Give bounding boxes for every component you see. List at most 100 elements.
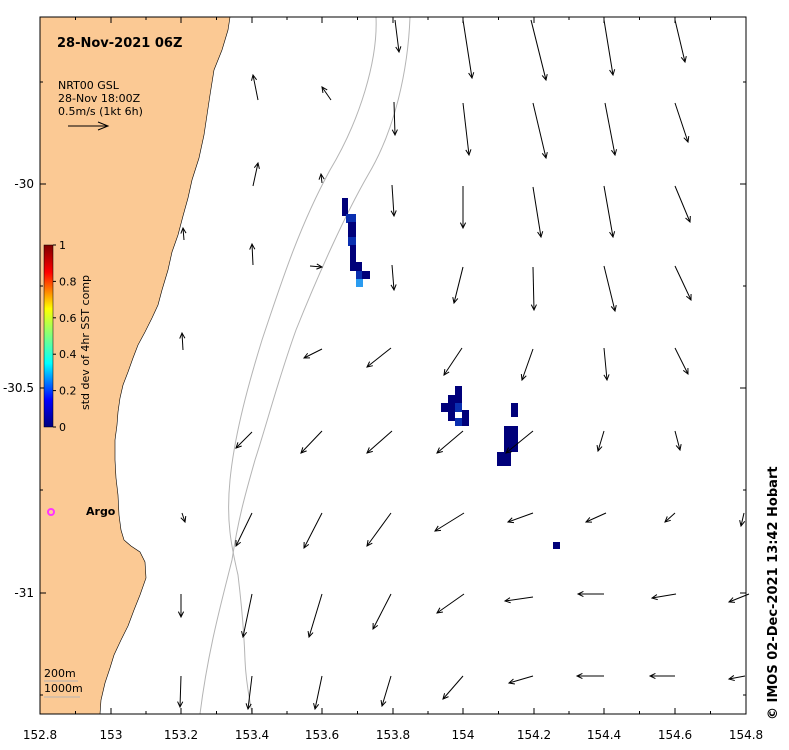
current-arrow [530,19,548,82]
current-arrow [603,265,617,313]
sst-pixels [342,198,560,549]
current-arrow [366,512,392,547]
x-tick-label: 153.8 [376,728,410,742]
map-title: 28-Nov-2021 06Z [57,36,182,51]
current-arrow [462,19,475,80]
current-arrow [674,430,682,452]
legend-line-1: NRT00 GSL [58,79,120,92]
current-arrow [462,102,472,157]
x-tick-label: 154.8 [729,728,763,742]
current-arrow [245,675,253,711]
current-arrow [664,512,676,523]
current-arrow [302,348,323,359]
current-arrow [452,266,464,305]
sst-pixel [448,412,455,421]
sst-pixel [348,237,356,246]
current-arrow [648,672,675,680]
current-arrow [318,172,325,184]
colorbar [43,244,54,428]
sst-pixel [348,230,356,239]
sst-pixel [455,418,462,426]
depth-label-1000m: 1000m [44,682,83,695]
current-arrow [366,430,393,454]
current-arrow [235,431,253,449]
contour-200m [228,16,377,715]
current-arrow [180,512,187,524]
x-tick-label: 154.4 [587,728,621,742]
current-arrow [436,593,465,614]
argo-label: Argo [86,505,116,518]
sst-pixel [342,207,348,216]
colorbar-tick-label: 0.2 [59,385,77,398]
colorbar-tick-label: 0.8 [59,275,77,288]
legend-line-3: 0.5m/s (1kt 6h) [58,105,143,118]
sst-pixel [511,403,518,417]
sst-pixel [350,245,356,254]
sst-pixel [348,222,356,231]
sst-pixel [448,395,462,404]
credit-text: © IMOS 02-Dec-2021 13:42 Hobart [766,466,781,720]
x-tick-label: 154 [452,728,475,742]
current-arrow [436,430,464,454]
current-arrow [674,265,692,302]
x-tick-label: 153.4 [235,728,269,742]
current-arrow [443,347,463,376]
sst-pixel [462,410,469,426]
current-arrow [391,101,398,137]
x-tick-label: 153.2 [164,728,198,742]
current-arrow [459,186,467,230]
x-tick-label: 154.2 [517,728,551,742]
depth-label-200m: 200m [44,667,76,680]
current-arrow [674,185,691,224]
sst-pixel [356,279,363,287]
sst-pixel [497,452,511,466]
sst-pixel [504,438,518,452]
current-arrow [674,102,690,144]
sst-pixel [455,403,462,412]
x-tick-label: 154.6 [658,728,692,742]
current-arrow [434,512,465,532]
current-arrow [300,430,323,454]
legend-reference-arrow [68,121,110,131]
sst-pixel [362,271,370,279]
current-arrow [506,512,534,524]
land-area [39,16,231,715]
current-arrow [252,161,260,187]
current-arrow [309,263,324,270]
current-arrow [530,266,537,312]
current-arrow [390,184,397,218]
current-arrow [674,347,689,376]
current-arrow [241,593,253,639]
current-arrow [180,226,187,241]
current-arrow [390,264,397,292]
current-arrow [394,19,402,54]
current-arrow [503,596,534,604]
current-arrow [520,348,534,382]
contour-1000m [199,16,411,715]
x-tick-label: 153.6 [305,728,339,742]
y-tick-label: -30 [14,177,34,191]
sst-pixel [455,386,462,395]
current-arrow [576,590,604,598]
current-arrow [235,512,253,548]
current-vectors [177,19,750,711]
current-arrow [249,242,256,266]
y-tick-label: -30.5 [3,381,34,395]
current-arrow [674,19,687,64]
current-arrow [603,185,616,239]
current-arrow [584,512,607,523]
current-arrow [507,675,534,685]
x-tick-label: 153 [100,728,123,742]
current-arrow [505,430,534,454]
current-arrow [532,102,548,160]
y-tick-label: -31 [14,586,34,600]
sst-pixel [346,214,356,223]
sst-pixel [356,271,364,279]
sst-pixel [350,262,362,271]
sst-pixel [504,426,518,438]
current-arrow [739,512,746,528]
current-arrow [372,593,392,631]
current-arrow [596,430,605,453]
argo-marker [47,508,55,516]
